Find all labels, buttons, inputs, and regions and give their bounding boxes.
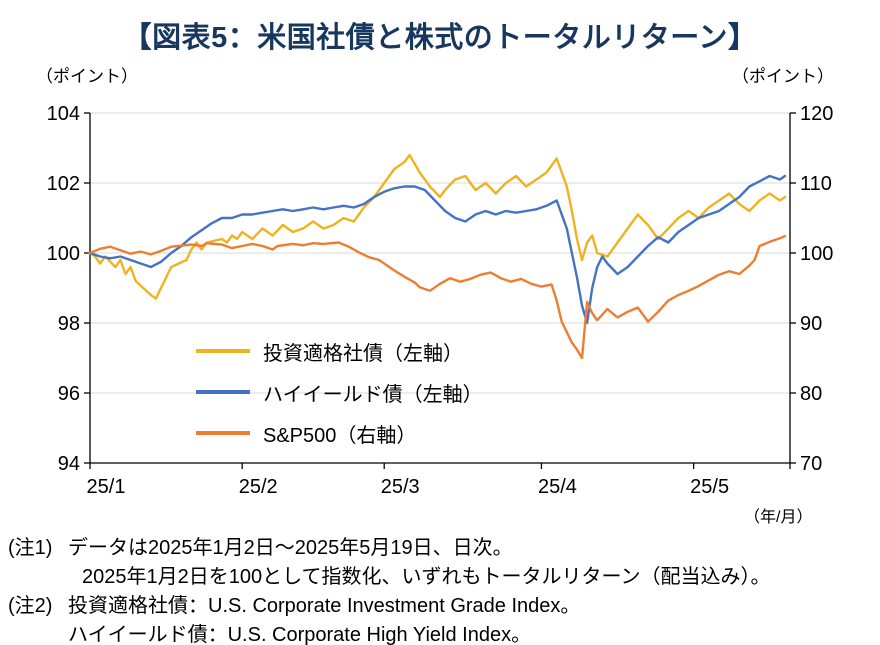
right-tick-label: 110: [800, 173, 832, 195]
right-tick-label: 80: [800, 383, 822, 405]
left-tick-label: 94: [58, 453, 80, 475]
x-tick-label: 25/4: [538, 476, 577, 498]
chart-canvas: 94 96 98 100 102 104 70 80 90 100 110 120 25/1 25/2 25…: [47, 103, 834, 498]
footnote-1: (注1) データは2025年1月2日～2025年5月19日、日次。 2025年1…: [8, 534, 771, 592]
footnote-1-label: (注1): [8, 537, 53, 559]
footnotes: (注1) データは2025年1月2日～2025年5月19日、日次。 2025年1…: [8, 534, 771, 645]
legend-swatch-investment-grade: [196, 349, 250, 353]
series-line-2: [88, 234, 787, 360]
x-tick-label: 25/3: [381, 476, 420, 498]
left-tick-label: 96: [58, 383, 80, 405]
legend-item-investment-grade: 投資適格社債（左軸）: [196, 336, 483, 366]
right-axis-unit-label: （ポイント）: [732, 67, 834, 86]
left-axis-unit-label: （ポイント）: [36, 67, 138, 86]
right-tick-label: 90: [800, 313, 822, 335]
legend-label-investment-grade: 投資適格社債（左軸）: [263, 342, 463, 365]
x-axis-unit-label: （年/月）: [744, 509, 813, 526]
x-tick-label: 25/5: [690, 476, 729, 498]
series-line-0: [88, 153, 787, 300]
legend-item-high-yield: ハイイールド債（左軸）: [196, 377, 483, 407]
left-tick-label: 100: [47, 243, 80, 265]
footnote-2-line-2: ハイイールド債：U.S. Corporate High Yield Index。: [68, 624, 532, 645]
chart-legend: 投資適格社債（左軸） ハイイールド債（左軸） S&P500（右軸）: [196, 336, 483, 459]
left-tick-label: 98: [58, 313, 80, 335]
right-tick-label: 100: [800, 243, 833, 265]
chart-title: 【図表5：米国社債と株式のトータルリターン】: [122, 22, 758, 54]
left-tick-label: 104: [47, 103, 80, 125]
legend-label-high-yield: ハイイールド債（左軸）: [263, 383, 483, 406]
footnote-2-line-1: 投資適格社債：U.S. Corporate Investment Grade I…: [68, 595, 581, 617]
left-tick-label: 102: [47, 173, 80, 195]
footnote-2: (注2) 投資適格社債：U.S. Corporate Investment Gr…: [8, 592, 771, 645]
legend-swatch-high-yield: [196, 390, 250, 394]
series-line-1: [88, 174, 787, 325]
legend-item-sp500: S&P500（右軸）: [196, 418, 483, 448]
footnote-1-line-1: データは2025年1月2日～2025年5月19日、日次。: [68, 537, 513, 559]
right-tick-label: 70: [800, 453, 822, 475]
x-tick-label: 25/1: [87, 476, 126, 498]
footnote-1-line-2: 2025年1月2日を100として指数化、いずれもトータルリターン（配当込み）。: [82, 566, 771, 588]
legend-label-sp500: S&P500（右軸）: [263, 424, 417, 447]
x-tick-label: 25/2: [239, 476, 278, 498]
right-tick-label: 120: [800, 103, 833, 125]
legend-swatch-sp500: [196, 431, 250, 435]
footnote-2-label: (注2): [8, 595, 53, 617]
